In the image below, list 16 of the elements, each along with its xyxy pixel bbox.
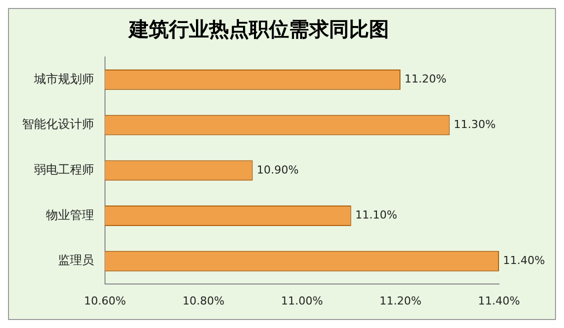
x-tick-label: 11.00% [281, 294, 323, 308]
x-tick-label: 11.40% [478, 294, 520, 308]
data-label: 11.40% [503, 254, 545, 267]
y-tick-label: 监理员 [58, 253, 94, 268]
x-tick-label: 10.60% [84, 294, 126, 308]
data-label: 11.10% [355, 208, 398, 222]
y-tick-label: 智能化设计师 [22, 117, 94, 132]
data-label: 11.20% [404, 72, 446, 86]
chart-title: 建筑行业热点职位需求同比图 [127, 17, 389, 42]
x-tick-label: 11.20% [380, 294, 422, 308]
y-tick-label: 城市规划师 [33, 72, 94, 86]
y-tick-label: 物业管理 [46, 208, 94, 222]
x-tick-label: 10.80% [182, 294, 224, 308]
data-label: 10.90% [256, 163, 299, 176]
data-label: 11.30% [454, 118, 496, 131]
y-tick-label: 弱电工程师 [34, 162, 94, 177]
